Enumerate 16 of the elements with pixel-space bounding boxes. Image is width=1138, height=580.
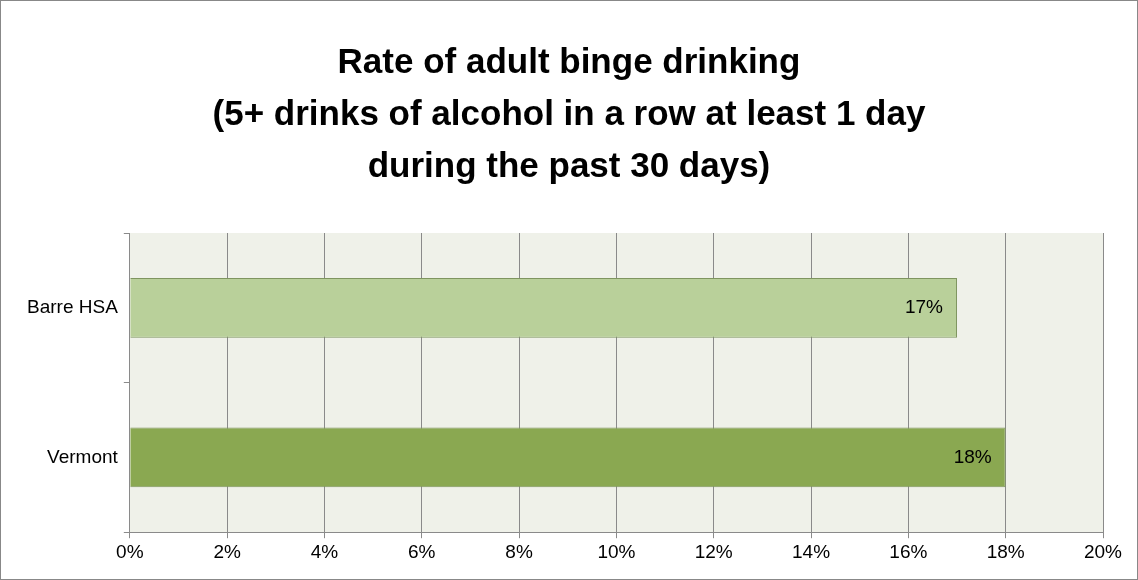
x-tick-label: 6%: [408, 540, 436, 562]
data-label: 18%: [953, 445, 992, 467]
x-tick-label: 8%: [505, 540, 533, 562]
chart-title: Rate of adult binge drinking (5+ drinks of alcohol in a row at least 1 day during the past 30 days): [212, 40, 926, 186]
x-tick-label: 12%: [694, 540, 733, 562]
x-tick-label: 10%: [597, 540, 636, 562]
x-tick-label: 2%: [213, 540, 241, 562]
data-label: 17%: [904, 296, 944, 318]
x-tick-label: 14%: [792, 540, 831, 562]
x-tick-label: 0%: [116, 540, 144, 562]
x-tick-label: 16%: [889, 540, 928, 562]
y-tick-label: Vermont: [47, 445, 119, 467]
y-tick-label: Barre HSA: [26, 296, 119, 318]
x-tick-label: 4%: [310, 540, 339, 562]
x-tick-label: 18%: [986, 540, 1025, 562]
x-tick-label: 20%: [1083, 540, 1123, 562]
